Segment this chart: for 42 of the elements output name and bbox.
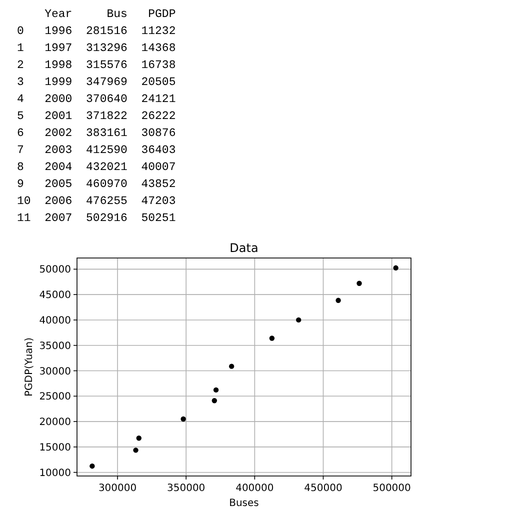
chart-title: Data <box>230 241 258 255</box>
point <box>90 463 95 469</box>
point <box>180 416 186 422</box>
x-tick-label: 500000 <box>372 483 411 494</box>
text: 2 1998 315576 16738 <box>17 59 176 72</box>
text: 4 2000 370640 24121 <box>17 93 176 106</box>
text: 7 2003 412590 36403 <box>17 144 176 157</box>
point <box>336 298 341 304</box>
text: 10 2006 476255 47203 <box>17 195 176 208</box>
point <box>356 280 362 286</box>
y-tick-label: 50000 <box>39 264 71 276</box>
point <box>212 398 218 404</box>
y-tick-label: 20000 <box>39 417 71 428</box>
text: Year Bus PGDP <box>17 8 176 21</box>
y-axis-title: PGDP(Yuan) <box>24 337 35 397</box>
point <box>133 448 138 453</box>
x-tick-label: 400000 <box>236 483 274 494</box>
x-tick-label: 300000 <box>98 483 137 494</box>
y-tick-label: 10000 <box>39 468 71 479</box>
y-tick-label: 25000 <box>39 392 71 403</box>
text: 9 2005 460970 43852 <box>17 178 176 191</box>
text: 6 2002 383161 30876 <box>17 127 176 140</box>
point <box>213 387 219 393</box>
point <box>269 336 275 341</box>
y-tick-label: 45000 <box>39 290 71 302</box>
y-tick-label: 40000 <box>39 315 71 326</box>
point <box>136 436 142 441</box>
y-tick-label: 15000 <box>39 442 71 454</box>
text: 8 2004 432021 40007 <box>17 161 176 174</box>
y-tick-label: 30000 <box>39 366 71 378</box>
point <box>393 265 398 271</box>
x-tick-label: 350000 <box>167 483 206 494</box>
text: 5 2001 371822 26222 <box>17 110 176 123</box>
point <box>228 364 234 369</box>
text: 0 1996 281516 11232 <box>17 25 176 38</box>
text: 3 1999 347969 20505 <box>17 76 176 89</box>
x-tick-label: 450000 <box>304 483 342 494</box>
point <box>296 317 302 323</box>
y-tick-label: 35000 <box>39 340 71 352</box>
text: 11 2007 502916 50251 <box>17 212 176 225</box>
text: 1 1997 313296 14368 <box>17 42 176 55</box>
x-axis-title: Buses <box>229 498 259 509</box>
